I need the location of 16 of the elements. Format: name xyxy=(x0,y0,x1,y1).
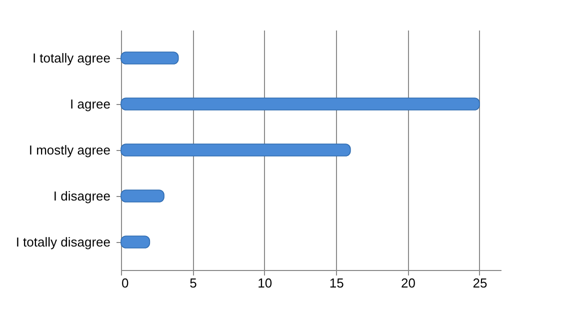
bar xyxy=(120,52,179,64)
y-tick-label: I agree xyxy=(70,96,110,112)
y-tick-label: I disagree xyxy=(53,188,110,204)
bar xyxy=(120,144,351,156)
y-tick-label: I mostly agree xyxy=(28,142,110,158)
x-tick-label: 5 xyxy=(190,276,197,290)
y-tick-label: I totally agree xyxy=(32,50,110,66)
bar xyxy=(120,190,164,202)
x-tick-label: 10 xyxy=(258,276,272,290)
x-tick-label: 0 xyxy=(122,276,129,290)
bar xyxy=(120,236,150,248)
y-tick-label: I totally disagree xyxy=(16,234,110,250)
x-tick-label: 20 xyxy=(401,276,416,290)
x-tick-label: 25 xyxy=(472,276,488,290)
x-tick-label: 15 xyxy=(329,276,344,290)
bar xyxy=(120,98,480,110)
